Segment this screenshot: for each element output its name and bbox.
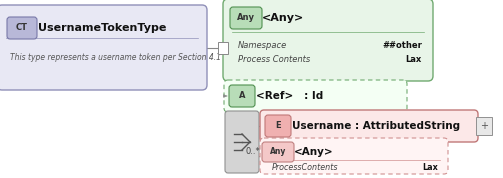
Text: CT: CT bbox=[16, 23, 28, 33]
Text: Username : AttributedString: Username : AttributedString bbox=[292, 121, 460, 131]
Text: Namespace: Namespace bbox=[238, 41, 287, 51]
Text: A: A bbox=[239, 91, 245, 101]
Text: ##other: ##other bbox=[382, 41, 422, 51]
FancyBboxPatch shape bbox=[224, 80, 407, 112]
FancyBboxPatch shape bbox=[223, 0, 433, 81]
Text: +: + bbox=[480, 121, 488, 131]
Bar bbox=[476, 117, 492, 135]
Text: This type represents a username token per Section 4.1: This type represents a username token pe… bbox=[10, 54, 221, 62]
FancyBboxPatch shape bbox=[7, 17, 37, 39]
FancyBboxPatch shape bbox=[265, 115, 291, 137]
Text: <Any>: <Any> bbox=[294, 147, 333, 157]
Bar bbox=[218, 41, 228, 54]
Text: 0..*: 0..* bbox=[246, 148, 261, 156]
Text: <Ref>   : Id: <Ref> : Id bbox=[256, 91, 323, 101]
Text: UsernameTokenType: UsernameTokenType bbox=[38, 23, 166, 33]
FancyBboxPatch shape bbox=[262, 142, 294, 162]
Text: Any: Any bbox=[237, 14, 255, 22]
Text: ProcessContents: ProcessContents bbox=[272, 164, 339, 172]
Text: Lax: Lax bbox=[406, 56, 422, 64]
FancyBboxPatch shape bbox=[225, 111, 259, 173]
FancyBboxPatch shape bbox=[230, 7, 262, 29]
FancyBboxPatch shape bbox=[0, 5, 207, 90]
Text: Lax: Lax bbox=[422, 164, 438, 172]
FancyBboxPatch shape bbox=[260, 138, 448, 174]
Text: Any: Any bbox=[270, 148, 286, 156]
FancyBboxPatch shape bbox=[229, 85, 255, 107]
Text: <Any>: <Any> bbox=[262, 13, 304, 23]
FancyBboxPatch shape bbox=[260, 110, 478, 142]
Text: Process Contents: Process Contents bbox=[238, 56, 310, 64]
Text: E: E bbox=[275, 122, 281, 130]
